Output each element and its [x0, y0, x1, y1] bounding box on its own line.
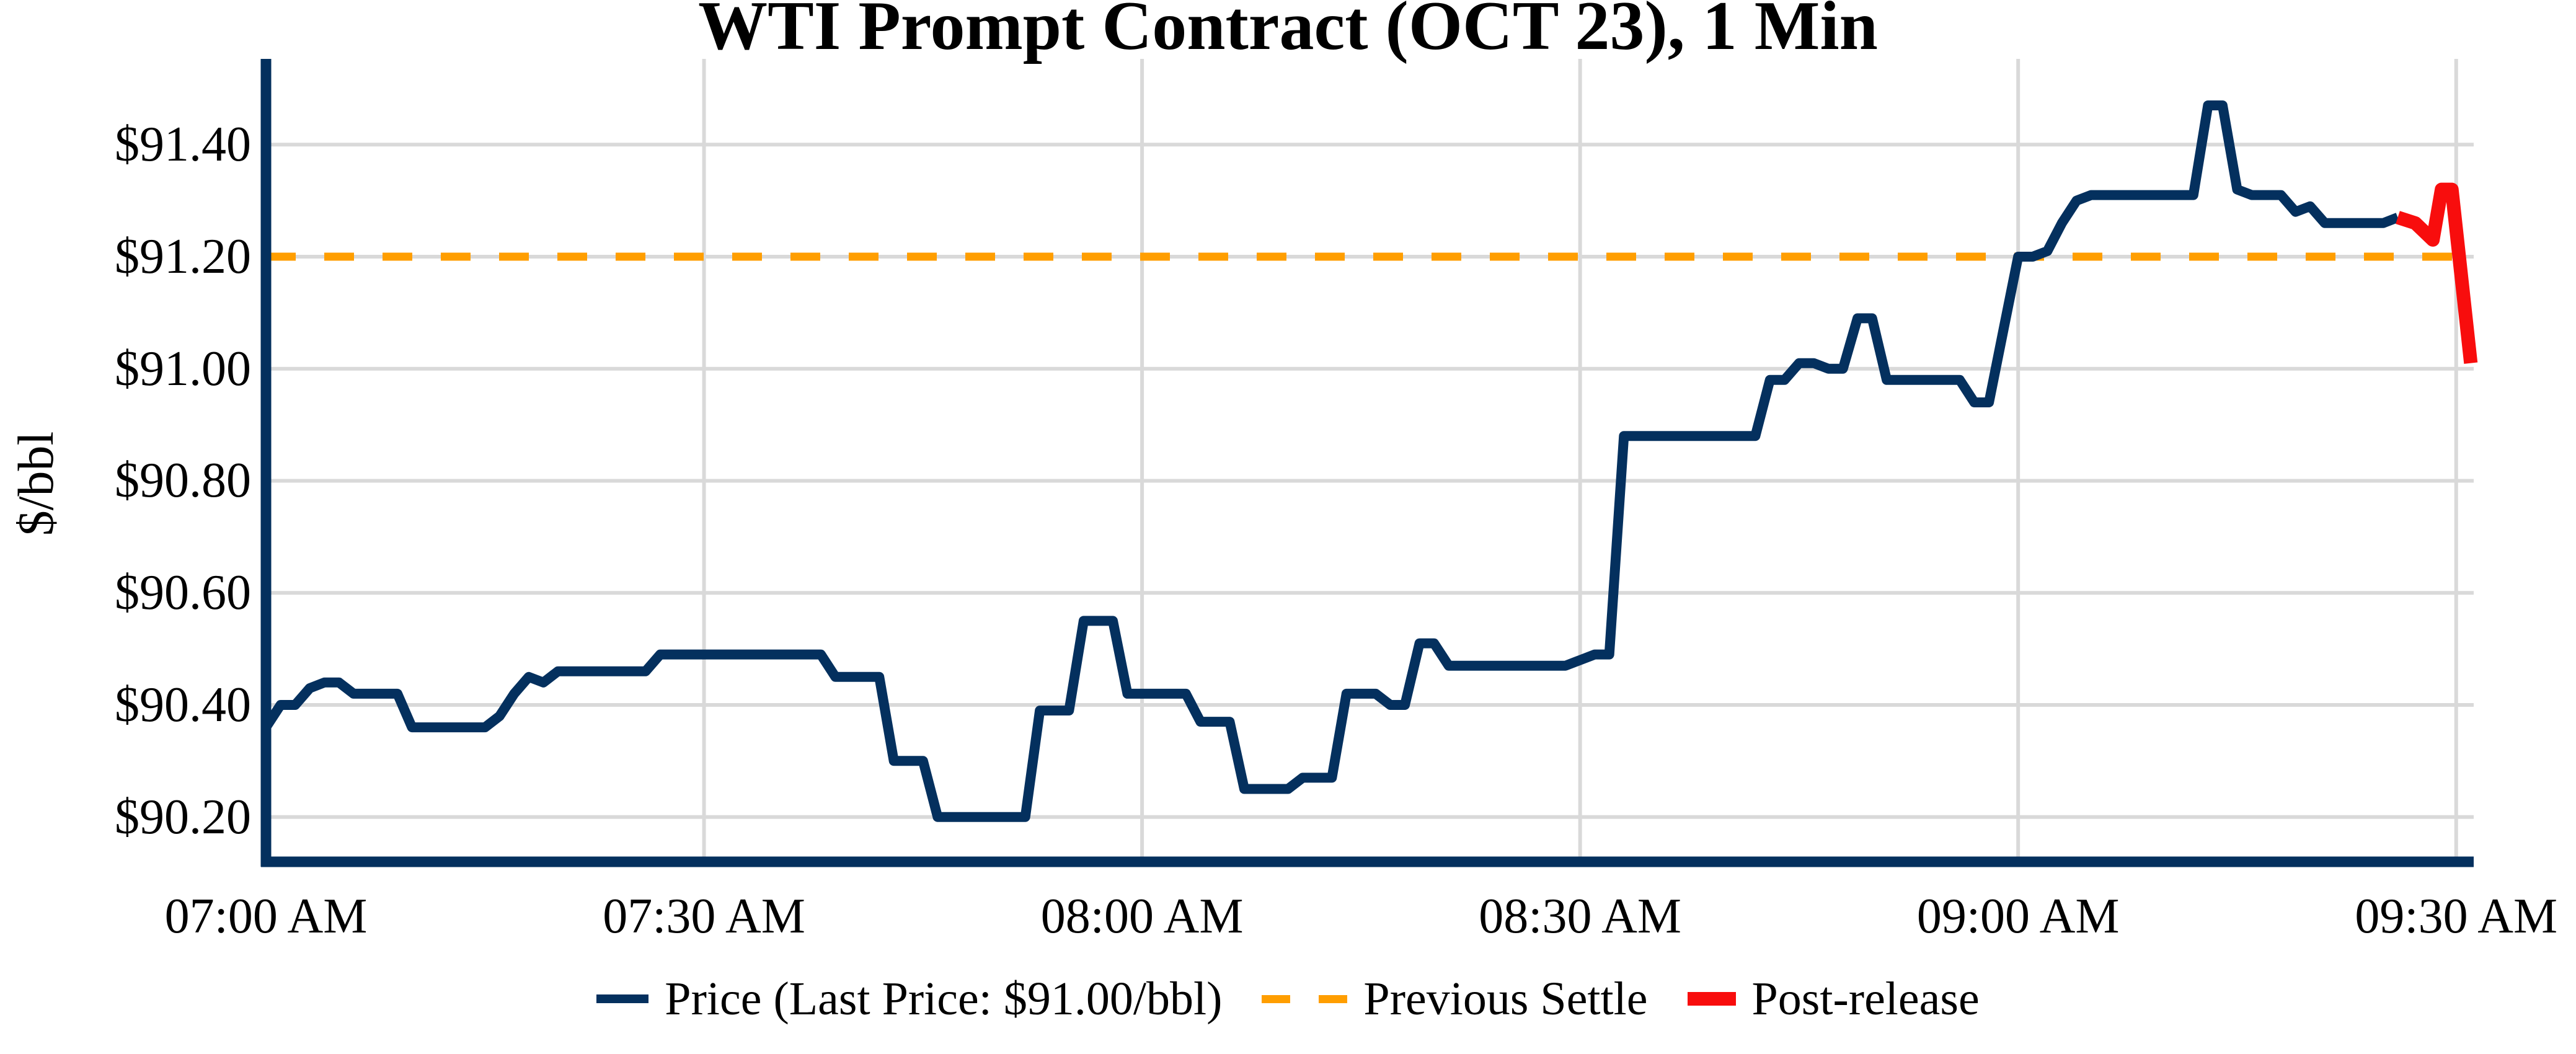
legend-label-previous-settle: Previous Settle	[1363, 973, 1648, 1025]
y-tick-label: $91.40	[115, 117, 251, 172]
legend: Price (Last Price: $91.00/bbl) Previous …	[0, 965, 2576, 1033]
y-tick-label: $91.20	[115, 229, 251, 284]
legend-item-previous-settle: Previous Settle	[1262, 968, 1648, 1030]
legend-item-post-release: Post-release	[1687, 968, 1980, 1030]
x-tick-label: 07:00 AM	[164, 889, 368, 944]
post-release-line	[2396, 182, 2478, 364]
y-tick-label: $90.20	[115, 789, 251, 844]
x-tick-label: 07:30 AM	[603, 889, 805, 944]
y-axis-label: $/bbl	[7, 431, 64, 536]
price-line-swatch-icon	[596, 994, 649, 1003]
y-tick-label: $90.40	[115, 677, 251, 732]
y-tick-label: $91.00	[115, 341, 251, 396]
chart-title: WTI Prompt Contract (OCT 23), 1 Min	[698, 0, 1878, 64]
x-tick-label: 09:30 AM	[2355, 889, 2558, 944]
y-tick-label: $90.80	[115, 453, 251, 508]
x-tick-label: 08:00 AM	[1040, 889, 1244, 944]
previous-settle-dash-swatch-icon	[1262, 994, 1348, 1003]
post-release-swatch-icon	[1687, 992, 1736, 1006]
legend-label-post-release: Post-release	[1751, 973, 1980, 1025]
x-tick-label: 08:30 AM	[1479, 889, 1681, 944]
price-line	[262, 100, 2400, 822]
legend-item-price: Price (Last Price: $91.00/bbl)	[596, 968, 1222, 1030]
x-tick-label: 09:00 AM	[1916, 889, 2120, 944]
legend-label-price: Price (Last Price: $91.00/bbl)	[665, 973, 1223, 1025]
y-tick-label: $90.60	[115, 565, 251, 621]
